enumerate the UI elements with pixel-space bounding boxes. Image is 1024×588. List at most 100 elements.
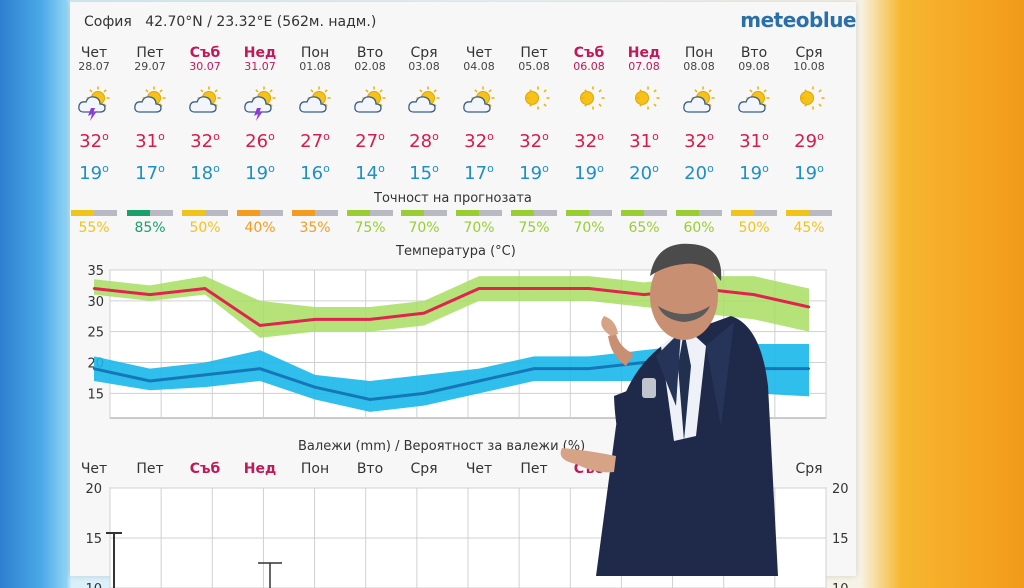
sun (580, 86, 605, 110)
max-temperature-point (422, 311, 426, 315)
accuracy-percent: 70% (463, 220, 495, 236)
precip-day-label: Чет (465, 461, 493, 477)
day-date: 02.08 (354, 60, 386, 73)
day-name: Сря (795, 45, 823, 61)
precip-day-label: Чет (80, 461, 108, 477)
max-temperature-point (313, 318, 317, 321)
day-date: 03.08 (408, 60, 440, 73)
day-header-8: Пет 05.08 (506, 46, 562, 73)
max-temperature-point (477, 287, 481, 290)
precip-y-tick-left: 15 (85, 532, 102, 547)
cloud-sun-icon (132, 86, 188, 116)
min-temperature: 19o (79, 162, 109, 184)
day-header-9: Съб 06.08 (561, 46, 617, 73)
accuracy-bar (127, 210, 173, 216)
precip-day-label: Пон (300, 461, 330, 477)
max-temperature-point (587, 287, 591, 290)
precipitation-chart-title: Валежи (mm) / Вероятност за валежи (%) (298, 439, 586, 454)
accuracy-percent: 70% (573, 220, 605, 236)
precip-day-label: Пет (136, 461, 164, 477)
min-temperature-point (532, 367, 536, 370)
day-date: 06.08 (573, 60, 605, 73)
elevation: (562м. надм.) (276, 14, 377, 30)
max-temperature: 32o (574, 130, 604, 152)
day-date: 30.07 (189, 60, 221, 73)
sun-icon (516, 86, 572, 116)
max-temperature: 32o (190, 130, 220, 152)
max-temperature: 32o (79, 130, 109, 152)
max-temperature: 29o (794, 130, 824, 152)
presenter (560, 243, 778, 576)
accuracy-bar (566, 210, 612, 216)
coordinates: 42.70°N / 23.32°E (145, 14, 273, 30)
location-header: София 42.70°N / 23.32°E (562м. надм.) (84, 14, 376, 30)
max-temperature-point (642, 293, 646, 296)
precip-day-label: Сря (410, 461, 438, 477)
min-temperature-point (92, 367, 96, 370)
day-header-7: Чет 04.08 (451, 46, 507, 73)
y-tick-label: 15 (87, 387, 104, 402)
day-header-3: Нед 31.07 (232, 46, 288, 73)
min-temperature: 20o (629, 162, 659, 184)
day-date: 05.08 (518, 60, 550, 73)
precip-day-label: Съб (189, 461, 221, 477)
accuracy-bar (347, 210, 393, 216)
precip-y-tick-left: 10 (85, 582, 102, 588)
accuracy-bar (621, 210, 667, 216)
max-temperature-point (203, 287, 207, 290)
min-temperature: 19o (794, 162, 824, 184)
max-temperature: 32o (684, 130, 714, 152)
cloud-sun-icon (461, 86, 517, 116)
day-header-11: Пон 08.08 (671, 46, 727, 73)
min-temperature: 14o (355, 162, 385, 184)
precip-day-label: Пет (520, 461, 548, 477)
forecast-panel: София 42.70°N / 23.32°E (562м. надм.) me… (70, 2, 856, 588)
accuracy-percent: 35% (299, 220, 331, 236)
y-tick-label: 35 (87, 264, 104, 279)
accuracy-bar (71, 210, 117, 216)
day-header-10: Нед 07.08 (616, 46, 672, 73)
max-temperature: 32o (464, 130, 494, 152)
max-temperature-point (532, 287, 536, 290)
accuracy-bar (731, 210, 777, 216)
min-temperature-point (807, 367, 811, 370)
min-temperature-point (368, 398, 372, 401)
sun-cloud-icon (681, 86, 737, 116)
accuracy-title: Точност на прогнозата (374, 191, 532, 206)
day-name: Вто (740, 45, 768, 61)
max-temperature-point (148, 293, 152, 296)
sun-cloud-icon (406, 86, 462, 116)
accuracy-percent: 50% (738, 220, 770, 236)
min-temperature: 19o (519, 162, 549, 184)
sun-cloud-icon (297, 86, 353, 116)
max-temperature: 27o (355, 130, 385, 152)
day-name: Пон (684, 45, 714, 61)
accuracy-percent: 40% (244, 220, 276, 236)
min-temperature-point (258, 367, 262, 370)
day-date: 01.08 (299, 60, 331, 73)
accuracy-bar (237, 210, 283, 216)
precip-day-label: Вто (356, 461, 384, 477)
min-temperature-band (94, 344, 809, 412)
day-name: Пет (520, 45, 548, 61)
day-header-1: Пет 29.07 (122, 46, 178, 73)
accuracy-percent: 70% (408, 220, 440, 236)
min-temperature-point (422, 392, 426, 395)
day-header-5: Вто 02.08 (342, 46, 398, 73)
accuracy-percent: 85% (134, 220, 166, 236)
max-temperature-point (752, 293, 756, 296)
precip-day-label: Нед (243, 461, 277, 477)
day-date: 29.07 (134, 60, 166, 73)
max-temperature: 27o (300, 130, 330, 152)
accuracy-bar (456, 210, 502, 216)
day-header-4: Пон 01.08 (287, 46, 343, 73)
accuracy-percent: 45% (793, 220, 825, 236)
location-name: София (84, 14, 132, 30)
min-temperature: 16o (300, 162, 330, 184)
max-temperature: 26o (245, 130, 275, 152)
accuracy-bar (292, 210, 338, 216)
day-date: 07.08 (628, 60, 660, 73)
sun (525, 86, 550, 110)
precip-y-tick-right: 10 (832, 582, 849, 588)
day-date: 08.08 (683, 60, 715, 73)
